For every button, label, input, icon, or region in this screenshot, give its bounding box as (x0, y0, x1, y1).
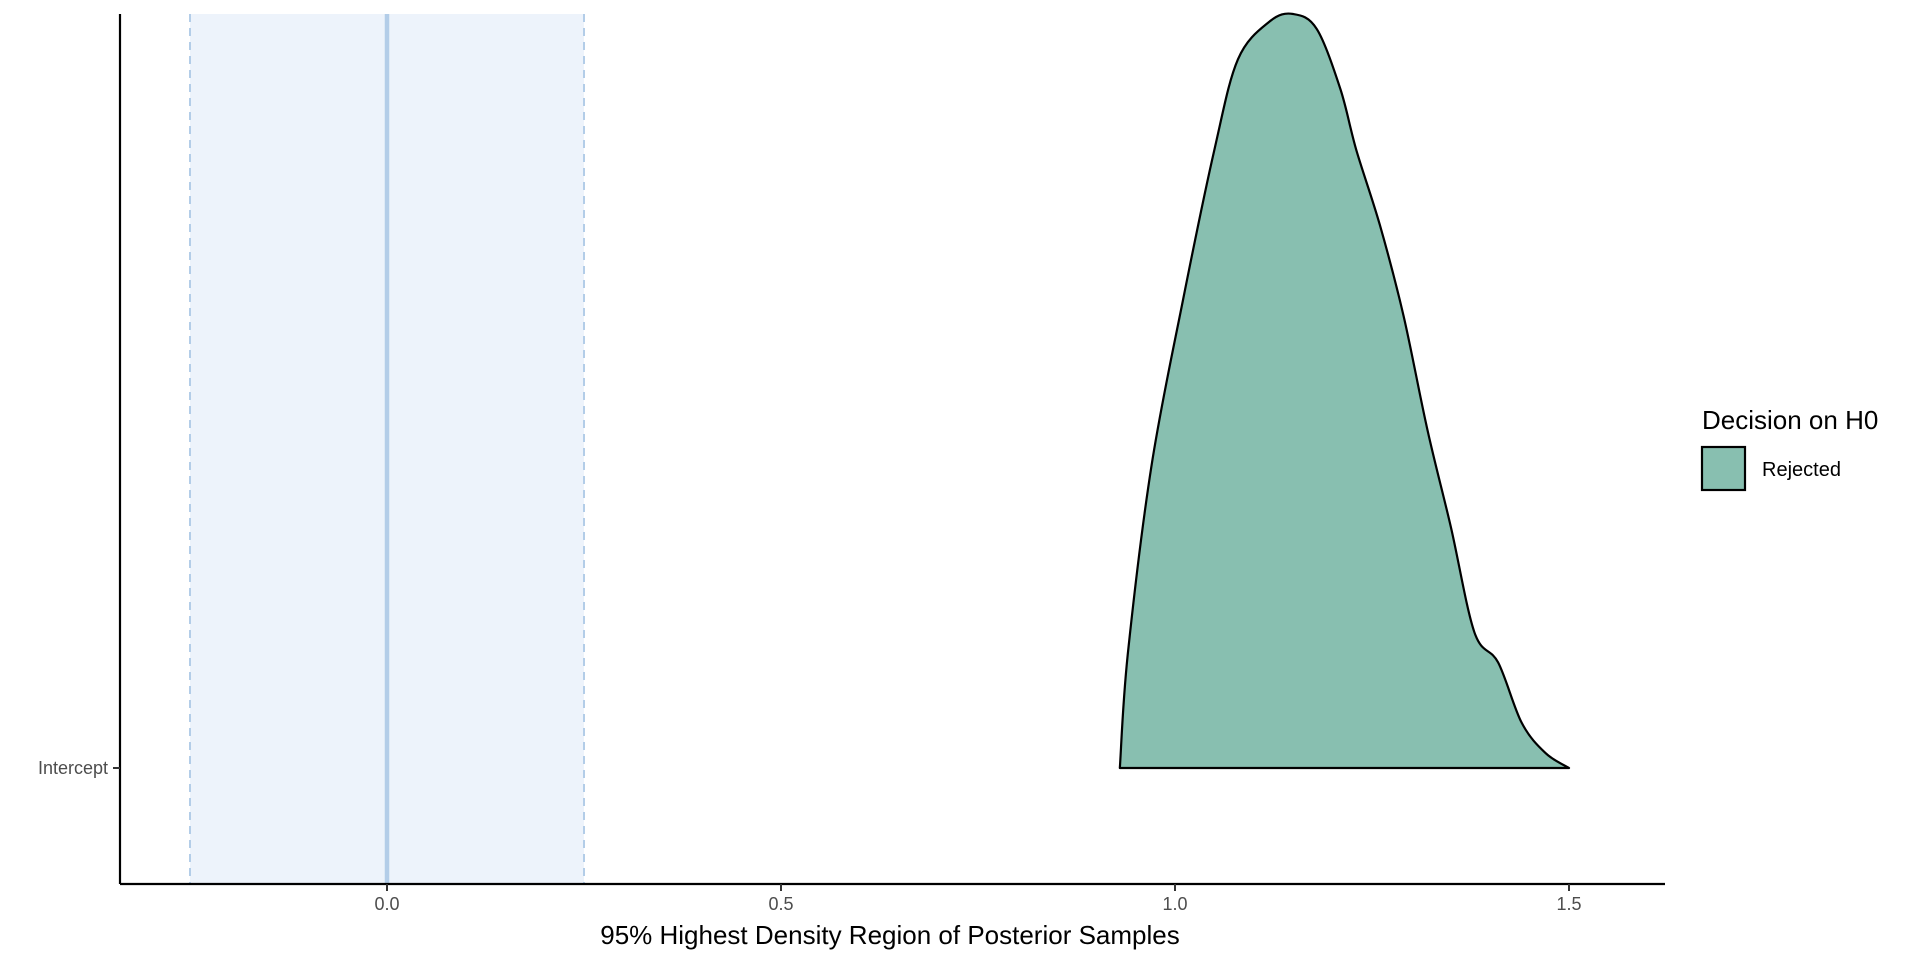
axes (118, 14, 1665, 886)
legend-label: Rejected (1762, 459, 1841, 481)
x-tick-label: 1.5 (1556, 894, 1581, 914)
density-ridge-rejected (1118, 12, 1571, 770)
x-tick-label: 1.0 (1162, 894, 1187, 914)
legend-title: Decision on H0 (1702, 405, 1878, 435)
legend: Decision on H0 Rejected (1700, 405, 1878, 492)
x-axis-title: 95% Highest Density Region of Posterior … (600, 920, 1180, 950)
y-tick-label: Intercept (38, 758, 108, 778)
y-axis-ticks: Intercept (38, 758, 120, 778)
x-tick-label: 0.0 (374, 894, 399, 914)
x-axis-ticks: 0.0 0.5 1.0 1.5 (374, 884, 1582, 914)
rope-region (189, 14, 585, 884)
legend-entries: Rejected (1700, 445, 1841, 492)
legend-key-rejected (1700, 445, 1747, 492)
density-layer (1118, 12, 1571, 770)
x-tick-label: 0.5 (768, 894, 793, 914)
